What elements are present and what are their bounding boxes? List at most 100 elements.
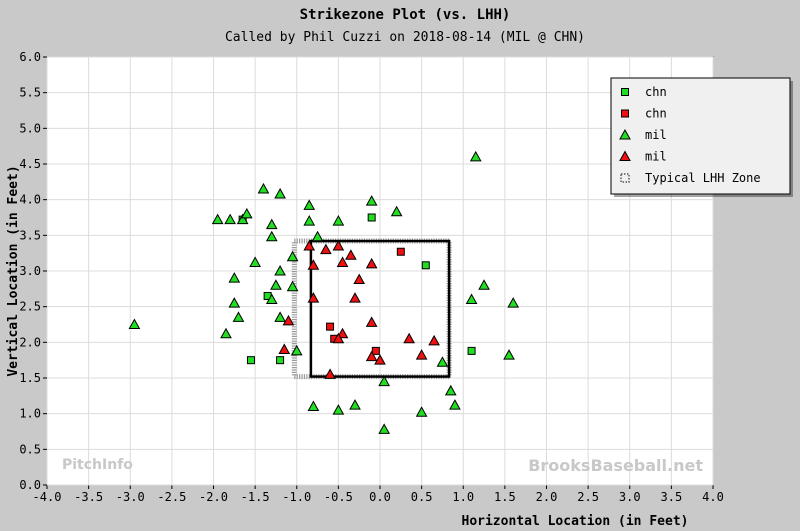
data-point — [220, 327, 232, 339]
data-point — [390, 205, 403, 217]
data-point — [228, 297, 241, 308]
legend-marker-zone — [620, 173, 630, 183]
legend-marker — [619, 150, 631, 161]
legend-label: chn — [645, 85, 667, 99]
data-point — [274, 311, 286, 322]
data-point — [265, 293, 278, 305]
data-point — [367, 213, 376, 222]
data-point — [365, 195, 378, 206]
pitchinfo-watermark: PitchInfo — [62, 457, 133, 473]
y-tick-label: 1.5 — [19, 371, 41, 385]
x-tick-label: -4.0 — [33, 490, 62, 504]
y-tick-label: 5.5 — [19, 86, 41, 100]
x-tick-label: -2.5 — [157, 490, 186, 504]
data-point — [286, 250, 299, 262]
data-point — [365, 257, 378, 269]
data-point — [303, 199, 316, 210]
legend-label: Typical LHH Zone — [645, 171, 761, 185]
data-point — [415, 349, 428, 360]
y-tick-label: 0.5 — [19, 442, 41, 456]
data-point — [345, 249, 357, 260]
y-tick-label: 2.0 — [19, 335, 41, 349]
x-axis-label: Horizontal Location (in Feet) — [462, 514, 689, 529]
y-tick-label: 6.0 — [19, 50, 41, 64]
data-point — [240, 207, 253, 219]
data-point — [503, 349, 515, 360]
data-point — [228, 272, 241, 283]
data-point — [365, 350, 378, 362]
data-point — [274, 187, 286, 199]
data-point — [336, 327, 349, 339]
data-point — [349, 292, 361, 303]
data-point — [276, 356, 285, 365]
data-point — [326, 322, 335, 331]
data-point — [469, 150, 482, 162]
grid — [43, 56, 714, 489]
x-tick-label: -2.0 — [199, 490, 228, 504]
data-point — [128, 318, 141, 329]
data-point — [270, 279, 282, 290]
data-point — [374, 354, 386, 365]
data-point — [332, 332, 345, 344]
series-1-chn — [326, 247, 405, 355]
x-tick-label: -1.0 — [282, 490, 311, 504]
x-tick-label: -3.0 — [116, 490, 145, 504]
y-tick-labels: 0.0 0.5 1.0 1.5 2.0 2.5 3.0 3.5 4.0 4.5 5.0 5.5 6.0 — [19, 50, 41, 492]
legend-marker — [619, 128, 631, 140]
data-point — [436, 356, 449, 367]
data-point — [303, 215, 316, 226]
legend-label: chn — [645, 107, 667, 121]
data-point — [236, 213, 249, 225]
data-point — [307, 400, 320, 412]
y-tick-label: 4.5 — [19, 157, 41, 171]
data-point — [311, 230, 324, 242]
data-point — [224, 213, 236, 225]
data-point — [286, 280, 299, 292]
legend-label: mil — [645, 150, 667, 164]
data-point — [421, 261, 430, 270]
data-point — [332, 240, 345, 251]
y-tick-label: 0.0 — [19, 478, 41, 492]
data-point — [467, 346, 476, 355]
data-point — [336, 256, 349, 267]
data-point — [403, 332, 415, 344]
data-point — [211, 213, 224, 225]
data-point — [282, 314, 295, 326]
x-tick-label: 3.0 — [619, 490, 641, 504]
data-point — [257, 182, 270, 194]
legend-label: mil — [645, 128, 667, 142]
series-2-mil — [128, 150, 520, 434]
legend-marker — [621, 88, 629, 96]
data-point — [274, 264, 286, 276]
chart-subtitle: Called by Phil Cuzzi on 2018-08-14 (MIL … — [225, 30, 585, 45]
data-point — [320, 243, 332, 255]
x-tick-labels: -4.0 -3.5 -3.0 -2.5 -2.0 -1.5 -1.0 -0.5 0.0 0.5 1.… — [33, 490, 724, 504]
series-3-mil — [278, 240, 440, 379]
data-point — [307, 259, 320, 270]
data-point — [332, 215, 345, 226]
data-point — [365, 316, 378, 327]
x-tick-label: 1.0 — [452, 490, 474, 504]
data-point — [349, 399, 361, 410]
data-point — [265, 218, 278, 230]
data-point — [378, 375, 391, 387]
x-tick-label: 4.0 — [702, 490, 724, 504]
data-point — [232, 311, 245, 322]
data-point — [444, 384, 457, 396]
legend-box — [610, 77, 791, 195]
y-tick-label: 5.0 — [19, 121, 41, 135]
data-point — [378, 423, 391, 434]
y-tick-label: 3.0 — [19, 264, 41, 278]
data-point — [371, 346, 380, 355]
x-tick-label: -3.5 — [74, 490, 103, 504]
x-tick-label: 1.5 — [494, 490, 516, 504]
x-tick-label: -1.5 — [241, 490, 270, 504]
data-point — [246, 356, 255, 365]
x-tick-label: 3.5 — [661, 490, 683, 504]
data-point — [303, 240, 316, 251]
x-tick-label: -0.5 — [324, 490, 353, 504]
chart-title: Strikezone Plot (vs. LHH) — [300, 7, 511, 23]
data-point — [465, 293, 478, 305]
legend: chn chn mil mil Typical LHH Zone — [610, 77, 793, 197]
